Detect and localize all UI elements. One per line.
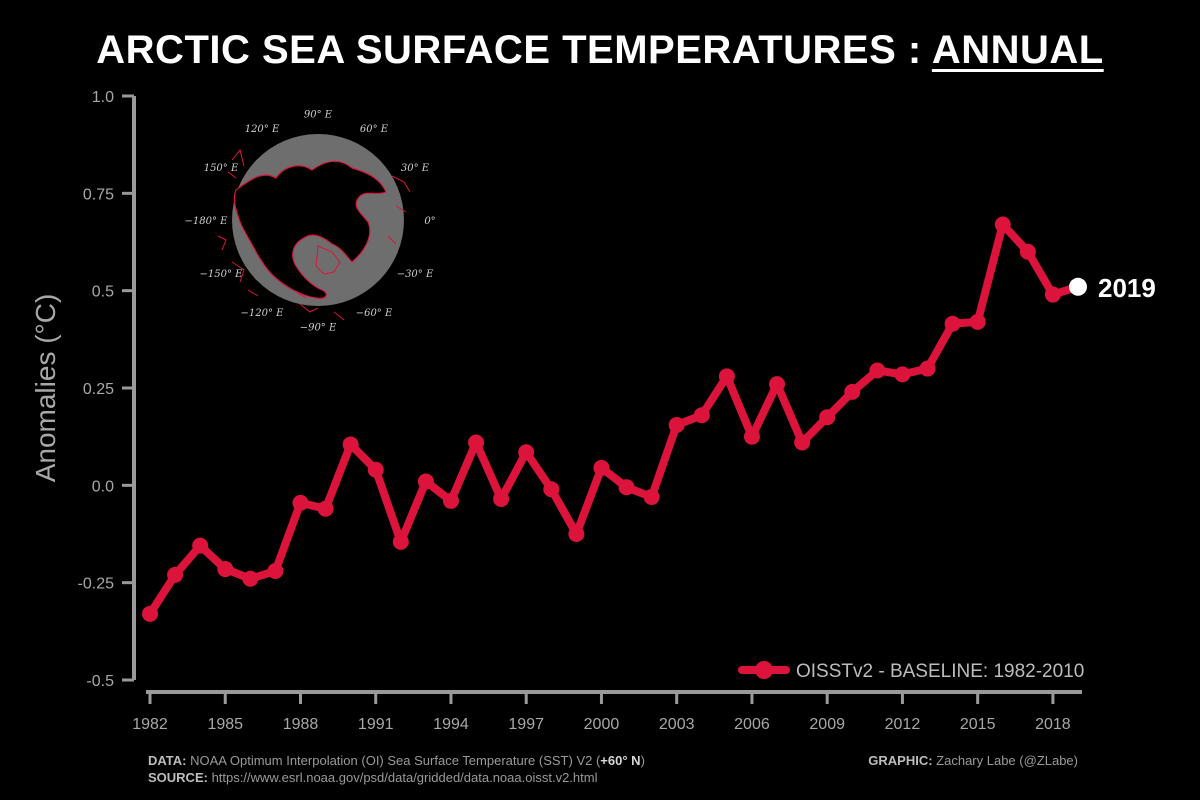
- longitude-label: −60° E: [356, 308, 393, 319]
- data-point: [292, 494, 309, 511]
- title-emphasis: ANNUAL: [931, 28, 1104, 72]
- x-tick-label: 1994: [433, 716, 469, 733]
- y-tick-label: 1.0: [92, 89, 114, 106]
- longitude-label: −150° E: [200, 269, 244, 280]
- data-point: [668, 416, 685, 433]
- x-tick-label: 2003: [659, 716, 695, 733]
- data-point: [919, 360, 936, 377]
- data-point: [493, 490, 510, 507]
- x-tick-label: 1991: [358, 716, 394, 733]
- data-emph: +60° N: [600, 753, 641, 768]
- footer-graphic: GRAPHIC: Zachary Labe (@ZLabe): [868, 752, 1078, 769]
- data-point: [417, 473, 434, 490]
- data-point: [267, 562, 284, 579]
- y-tick-label: 0.0: [92, 478, 114, 495]
- x-tick-label: 2012: [885, 716, 921, 733]
- longitude-label: −120° E: [241, 308, 285, 319]
- x-tick-label: 2000: [584, 716, 620, 733]
- data-point: [442, 492, 459, 509]
- data-point: [593, 459, 610, 476]
- data-point: [718, 368, 735, 385]
- data-point: [1044, 286, 1061, 303]
- longitude-label: 0°: [424, 216, 435, 227]
- y-tick-label: 0.75: [83, 186, 114, 203]
- data-point: [367, 461, 384, 478]
- source-label: SOURCE:: [148, 770, 208, 785]
- data-point: [518, 444, 535, 461]
- data-point: [392, 533, 409, 550]
- footer-source-block: DATA: NOAA Optimum Interpolation (OI) Se…: [148, 752, 645, 786]
- data-text: NOAA Optimum Interpolation (OI) Sea Surf…: [190, 753, 601, 768]
- data-point: [568, 526, 585, 542]
- coastline-fragments: [217, 148, 411, 321]
- data-point: [869, 362, 886, 379]
- data-point: [167, 566, 184, 583]
- data-point: [643, 489, 660, 506]
- arctic-land-outline: [233, 160, 387, 299]
- y-tick-label: 0.25: [83, 381, 114, 398]
- chart-title: ARCTIC SEA SURFACE TEMPERATURES : ANNUAL: [0, 28, 1200, 73]
- data-point: [342, 436, 359, 453]
- x-tick-label: 1988: [283, 716, 319, 733]
- axes: -0.5 -0.25 0.0 0.25 0.5 0.75 1.0 1982 1985 1988 19…: [78, 89, 1082, 733]
- longitude-label: 60° E: [360, 124, 389, 135]
- data-point: [769, 376, 786, 393]
- longitude-label: −30° E: [397, 269, 434, 280]
- source-text: https://www.esrl.noaa.gov/psd/data/gridd…: [211, 770, 598, 785]
- longitude-label: 90° E: [304, 110, 333, 121]
- data-point: [819, 409, 836, 426]
- data-point: [944, 315, 961, 332]
- series-layer: 2019: [142, 216, 1156, 622]
- inset-map: 90° E 60° E 30° E 0° −30° E −60° E −90° E −120°…: [185, 110, 436, 334]
- x-tick-label: 2018: [1035, 716, 1071, 733]
- x-tick-label: 2015: [960, 716, 996, 733]
- data-point: [894, 366, 911, 383]
- data-point: [242, 570, 259, 587]
- longitude-label: −90° E: [300, 322, 337, 333]
- data-point: [969, 313, 986, 330]
- data-point: [618, 479, 635, 496]
- x-tick-label: 1985: [207, 716, 243, 733]
- x-tick-label: 1997: [508, 716, 544, 733]
- highlight-label: 2019: [1098, 273, 1156, 303]
- y-tick-label: -0.5: [86, 673, 114, 690]
- footer-source-line: SOURCE: https://www.esrl.noaa.gov/psd/da…: [148, 769, 645, 786]
- longitude-label: 150° E: [204, 163, 239, 174]
- data-point: [1019, 243, 1036, 260]
- longitude-label: 30° E: [401, 163, 430, 174]
- y-tick-label: -0.25: [78, 576, 115, 593]
- highlight-point: [1069, 277, 1087, 296]
- graphic-text: Zachary Labe (@ZLabe): [936, 753, 1078, 768]
- legend-marker: [755, 661, 773, 679]
- y-tick-label: 0.5: [92, 284, 114, 301]
- title-main: ARCTIC SEA SURFACE TEMPERATURES :: [96, 28, 932, 72]
- data-point: [743, 428, 760, 445]
- graphic-label: GRAPHIC:: [868, 753, 933, 768]
- x-tick-label: 2009: [809, 716, 845, 733]
- data-point: [192, 537, 209, 554]
- longitude-labels: 90° E 60° E 30° E 0° −30° E −60° E −90° E −120°…: [185, 110, 436, 334]
- y-axis-label: Anomalies (°C): [30, 294, 61, 483]
- data-point: [217, 561, 234, 578]
- x-tick-label: 1982: [132, 716, 168, 733]
- longitude-label: 120° E: [245, 124, 280, 135]
- longitude-label: −180° E: [185, 216, 229, 227]
- data-point: [142, 605, 158, 622]
- data-point: [794, 434, 811, 451]
- legend: OISSTv2 - BASELINE: 1982-2010: [738, 661, 1084, 682]
- data-point: [994, 216, 1011, 233]
- footer-data-line: DATA: NOAA Optimum Interpolation (OI) Se…: [148, 752, 645, 769]
- data-point: [543, 481, 560, 498]
- data-point: [468, 434, 485, 451]
- data-close: ): [640, 753, 645, 768]
- data-point: [317, 500, 334, 517]
- x-tick-label: 2006: [734, 716, 770, 733]
- data-label: DATA:: [148, 753, 187, 768]
- data-point: [844, 383, 861, 400]
- data-point: [693, 407, 710, 424]
- legend-label: OISSTv2 - BASELINE: 1982-2010: [796, 661, 1084, 682]
